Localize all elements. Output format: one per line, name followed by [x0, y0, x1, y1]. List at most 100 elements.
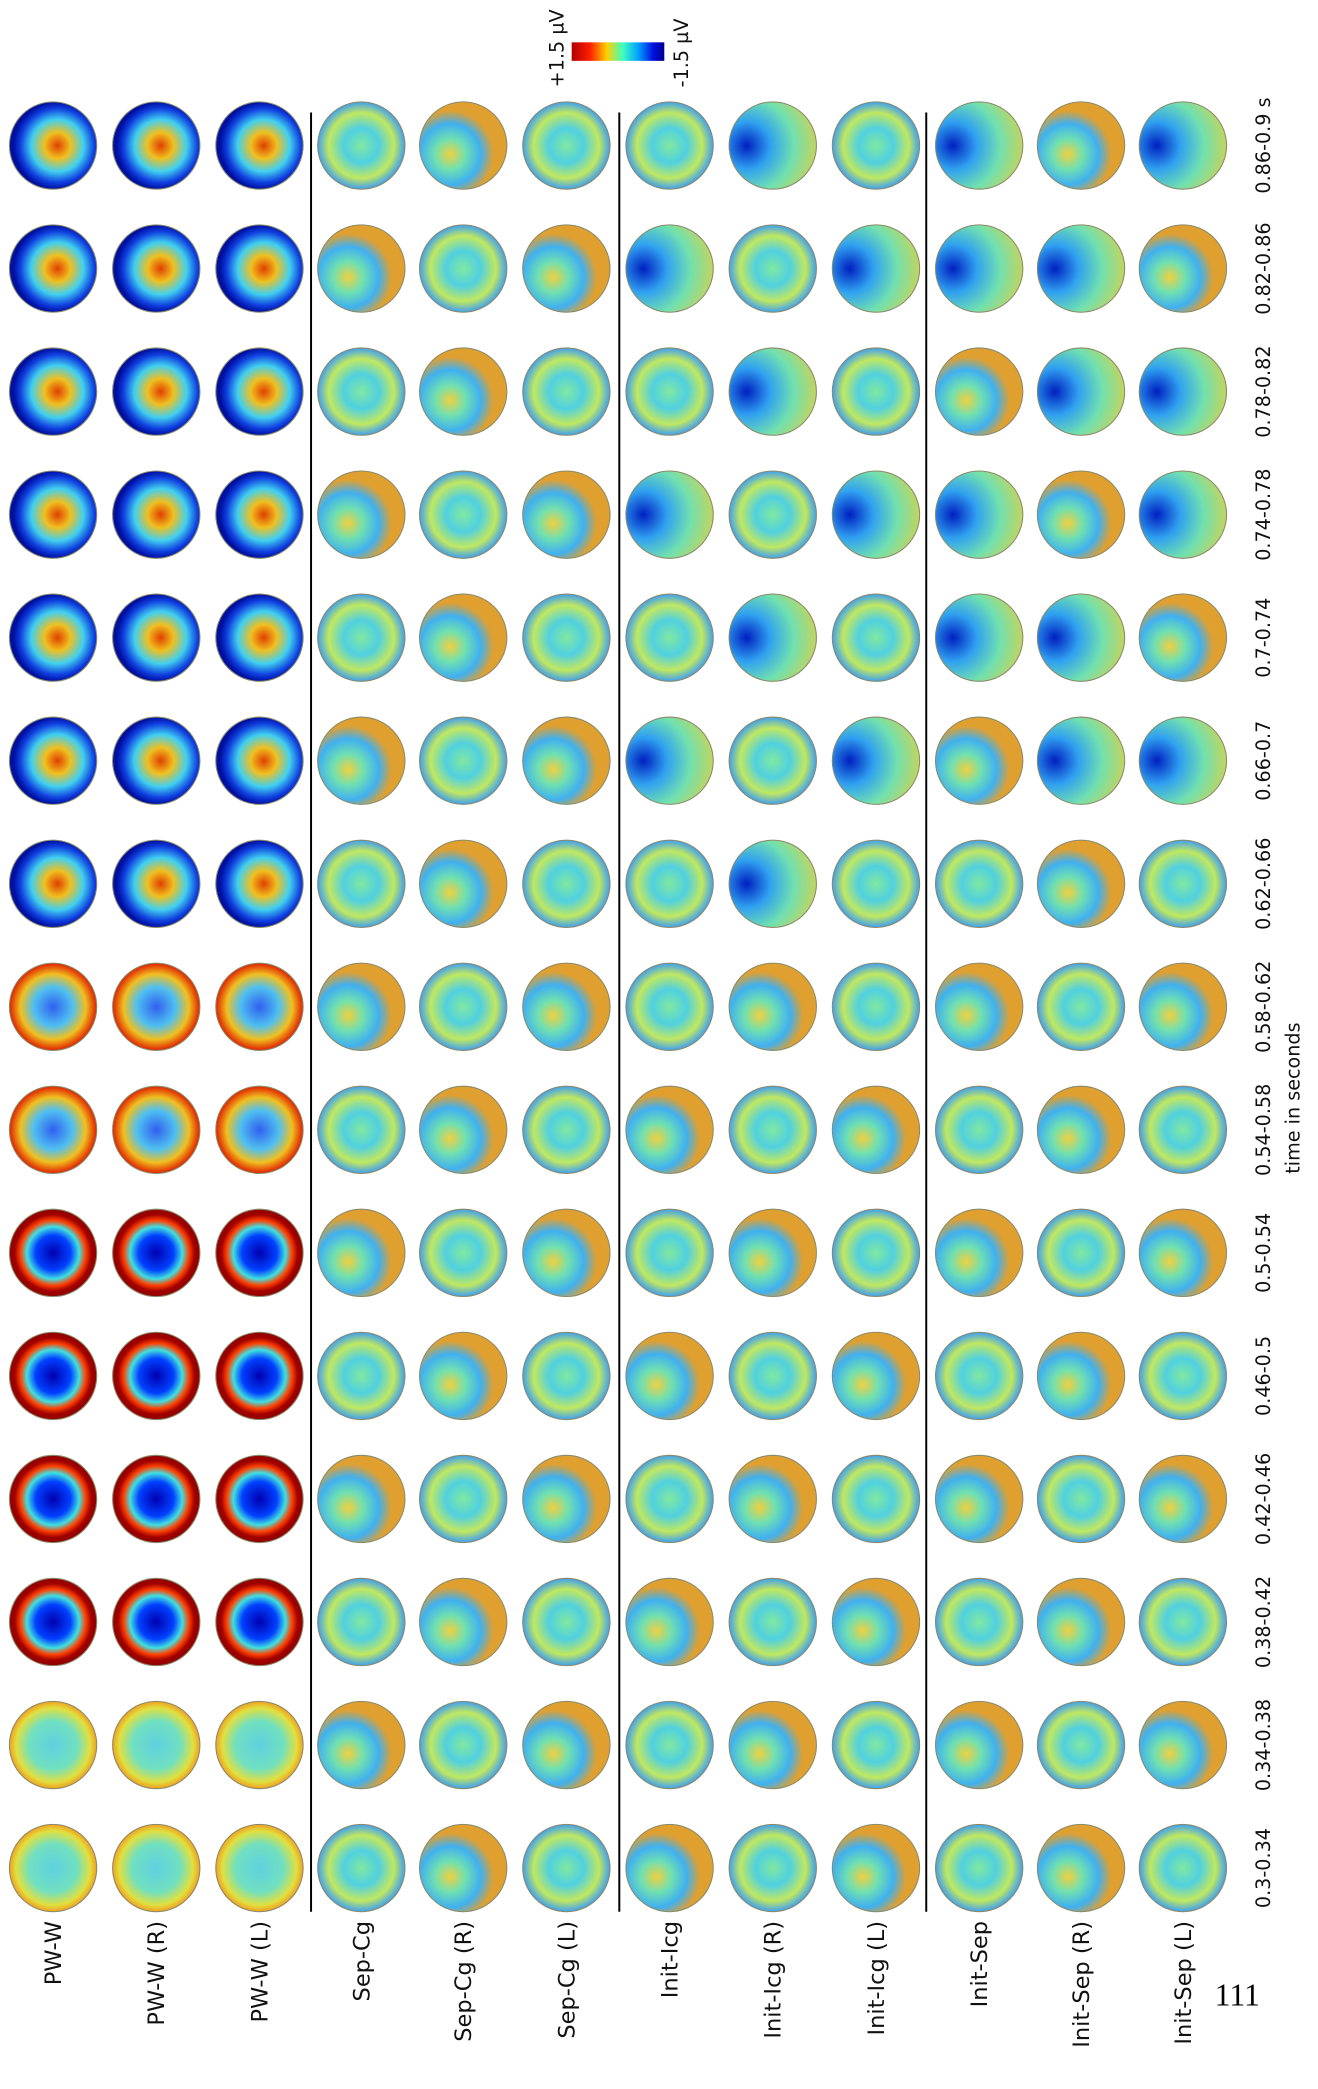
topomap [1138, 1823, 1228, 1913]
topomap [934, 962, 1024, 1051]
topomap [1036, 1085, 1126, 1175]
colorbar [571, 42, 665, 61]
topomap [8, 224, 98, 313]
topomap [215, 1577, 304, 1667]
time-window-label: 0.58-0.62 [1252, 961, 1275, 1053]
topomap [8, 1823, 98, 1913]
topomap [1138, 1331, 1228, 1421]
topomap [831, 716, 921, 805]
topomap [728, 1577, 817, 1667]
topomap [215, 1208, 304, 1298]
topomap [419, 1823, 508, 1913]
topomap [215, 1085, 304, 1175]
topomap [112, 347, 201, 436]
topomap [112, 593, 201, 682]
topomap [831, 470, 921, 559]
topomap [215, 347, 304, 436]
condition-label: Sep-Cg (R) [451, 1921, 477, 2042]
time-window-label: 0.62-0.66 [1252, 838, 1275, 930]
topomap [934, 839, 1024, 928]
topomap [934, 1454, 1024, 1544]
topomap [8, 1208, 98, 1298]
time-window-label: 0.42-0.46 [1252, 1453, 1275, 1545]
topomap [112, 716, 201, 805]
topomap [1036, 101, 1126, 190]
topomap [728, 1823, 817, 1913]
topomap [112, 1700, 201, 1790]
separators [310, 112, 928, 1912]
topomap [8, 593, 98, 682]
topomap [625, 347, 714, 436]
topomap [625, 962, 714, 1051]
topomap [8, 716, 98, 805]
topomap [8, 1577, 98, 1667]
condition-label: Init-Icg (L) [864, 1921, 890, 2036]
topomap [215, 593, 304, 682]
topomap [317, 962, 406, 1051]
topomap [8, 347, 98, 436]
topomap [831, 962, 921, 1051]
topomap [1036, 224, 1126, 313]
topomap [831, 1454, 921, 1544]
topomap [419, 1085, 508, 1175]
topomap [728, 470, 817, 559]
topomap [522, 1823, 611, 1913]
topomap [419, 1454, 508, 1544]
topomap [1036, 962, 1126, 1051]
topomap [8, 1331, 98, 1421]
topomap [419, 470, 508, 559]
topomap [317, 1331, 406, 1421]
page-number: 111 [1215, 1978, 1260, 2013]
colorbar-min: -1.5 µV [670, 18, 693, 87]
topomap [625, 101, 714, 190]
topomap [522, 347, 611, 436]
topomap [112, 224, 201, 313]
topomap [419, 593, 508, 682]
topomap [625, 1700, 714, 1790]
topomap [728, 1454, 817, 1544]
topomap [625, 1208, 714, 1298]
condition-label: Init-Sep [967, 1921, 993, 2007]
topomap [934, 1331, 1024, 1421]
topomap-grid [8, 101, 1228, 1913]
topomap [728, 347, 817, 436]
topomap [215, 962, 304, 1051]
topomap [522, 593, 611, 682]
topomap [934, 1823, 1024, 1913]
colorbar-max: +1.5 µV [546, 9, 569, 87]
topomap [8, 470, 98, 559]
topomap [112, 1454, 201, 1544]
topomap [934, 101, 1024, 190]
topomap [728, 1700, 817, 1790]
topomap [317, 1454, 406, 1544]
topomap [1138, 1577, 1228, 1667]
topomap [8, 962, 98, 1051]
time-window-label: 0.46-0.5 [1252, 1336, 1275, 1416]
topomap [934, 470, 1024, 559]
topomap [317, 470, 406, 559]
topomap [215, 716, 304, 805]
topomap [1036, 1208, 1126, 1298]
topomap [1138, 716, 1228, 805]
topomap [215, 1700, 304, 1790]
topomap [1036, 593, 1126, 682]
time-window-label: 0.82-0.86 [1252, 222, 1275, 314]
topomap [8, 839, 98, 928]
topomap [934, 716, 1024, 805]
topomap [625, 593, 714, 682]
condition-label: Sep-Cg [349, 1921, 375, 2001]
topomap [419, 1577, 508, 1667]
topomap [112, 1208, 201, 1298]
topomap [522, 1577, 611, 1667]
topomap [728, 839, 817, 928]
topomap [625, 1085, 714, 1175]
topomap [419, 347, 508, 436]
topomap [8, 1700, 98, 1790]
topomap [215, 470, 304, 559]
time-window-label: 0.54-0.58 [1252, 1084, 1275, 1176]
topomap [522, 716, 611, 805]
topomap [625, 1331, 714, 1421]
topomap [728, 716, 817, 805]
